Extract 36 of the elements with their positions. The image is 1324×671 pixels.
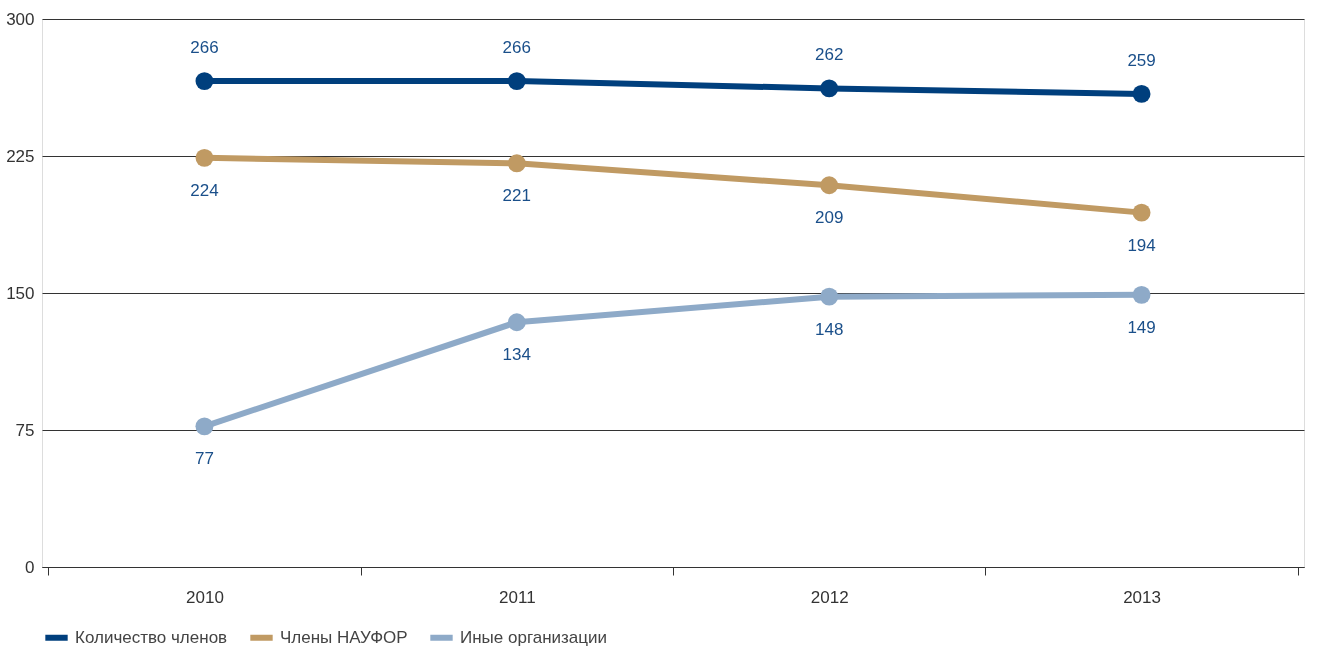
point (195, 148, 214, 167)
point (1132, 203, 1151, 222)
data-label: 149 (1127, 317, 1156, 337)
data-label: 259 (1127, 50, 1156, 70)
y-tick-label: 75 (15, 420, 35, 440)
legend-label: Члены НАУФОР (280, 627, 408, 647)
data-label: 266 (190, 38, 219, 58)
data-label: 77 (194, 449, 214, 469)
legend-label: Количество членов (75, 627, 228, 647)
data-label: 134 (502, 345, 531, 365)
legend-label: Иные организации (460, 627, 608, 647)
x-tick-label: 2013 (1123, 587, 1161, 607)
point (195, 417, 214, 436)
data-label: 221 (502, 186, 531, 206)
x-tick-label: 2010 (186, 587, 224, 607)
point (507, 72, 526, 91)
point (1132, 84, 1151, 103)
point (1132, 285, 1151, 304)
point (820, 287, 839, 306)
y-tick-label: 150 (6, 283, 35, 303)
point (820, 79, 839, 98)
point (507, 313, 526, 332)
point (195, 72, 214, 91)
y-tick-label: 300 (6, 9, 35, 29)
x-tick-label: 2011 (499, 587, 536, 607)
point (507, 154, 526, 173)
data-label: 266 (502, 38, 531, 58)
data-label: 148 (815, 319, 844, 339)
y-tick-label: 225 (6, 146, 35, 166)
x-tick-label: 2012 (810, 587, 849, 607)
data-label: 224 (190, 180, 219, 200)
point (820, 176, 839, 195)
data-label: 209 (815, 208, 844, 228)
data-label: 194 (1127, 235, 1156, 255)
y-tick-label: 0 (25, 557, 35, 577)
data-label: 262 (815, 45, 844, 65)
